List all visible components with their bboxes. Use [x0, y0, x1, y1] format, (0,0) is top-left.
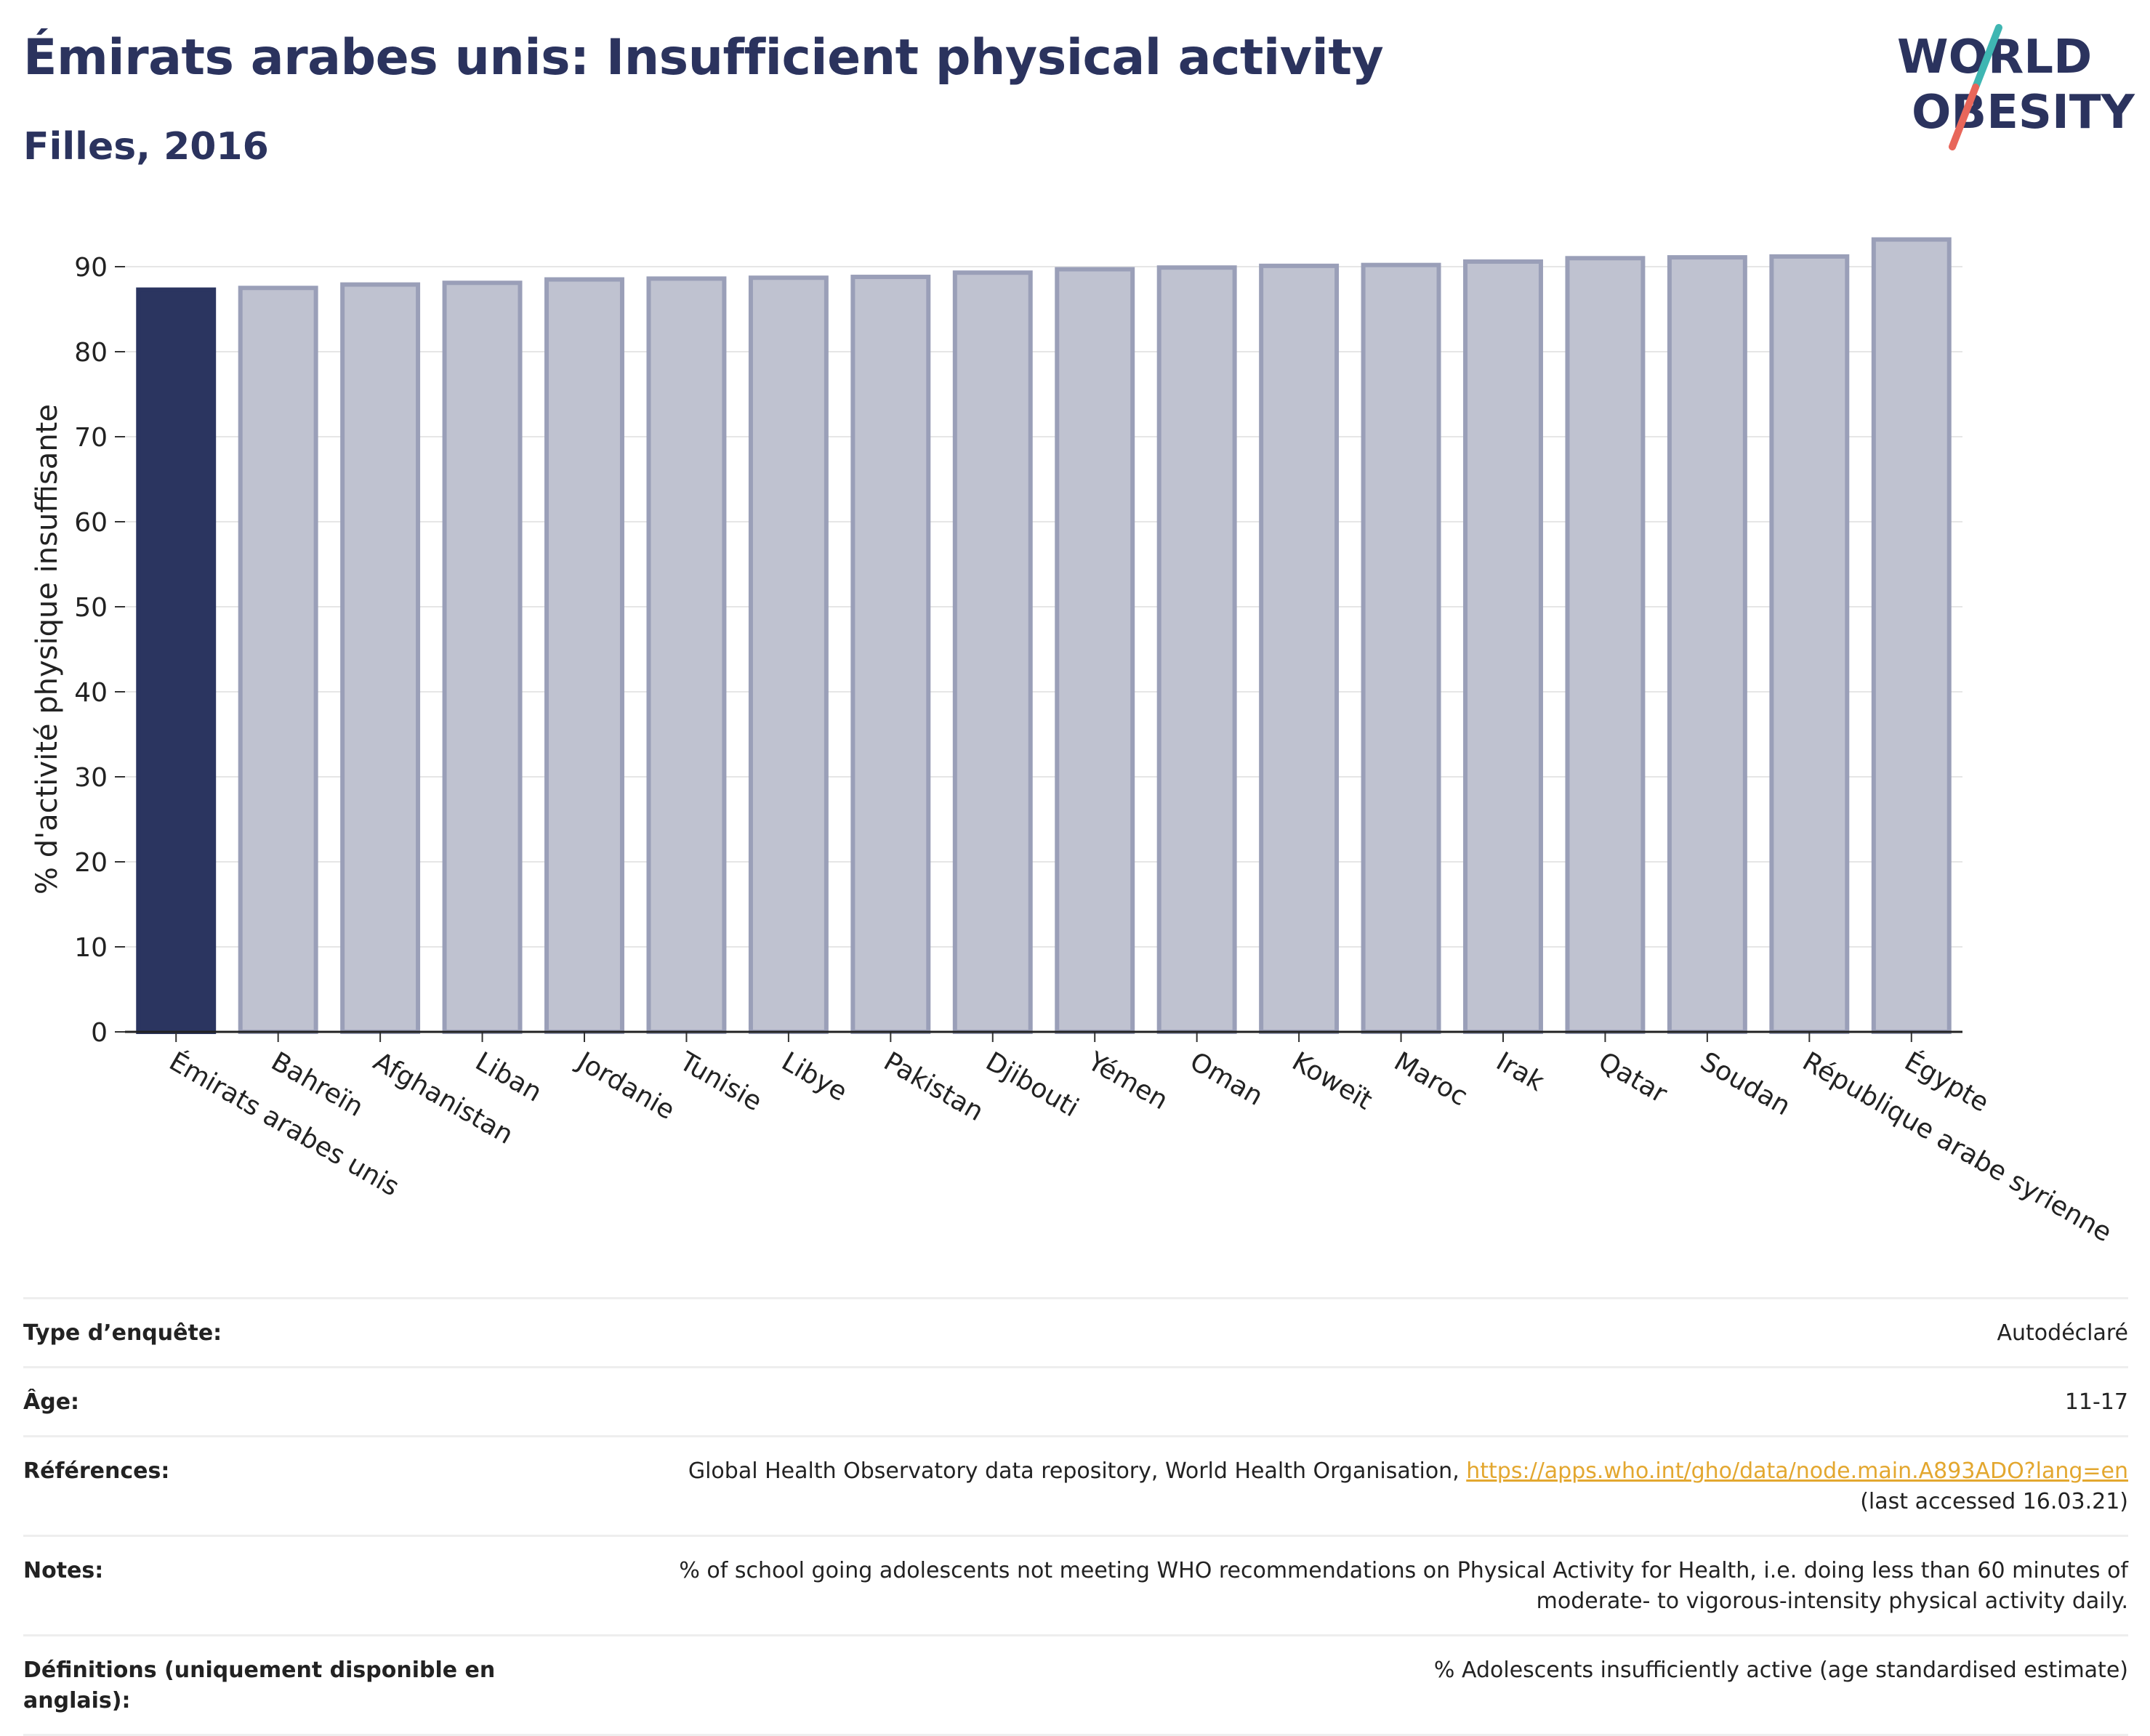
info-row-age: Âge: 11-17 — [23, 1366, 2128, 1435]
bar — [1259, 263, 1340, 1035]
info-row-survey-type: Type d’enquête: Autodéclaré — [23, 1297, 2128, 1366]
definitions-value: % Adolescents insufficiently active (age… — [1433, 1658, 2128, 1683]
bar — [1055, 267, 1135, 1034]
y-tick-label: 90 — [74, 253, 108, 283]
x-tick-label: Qatar — [1593, 1046, 1672, 1109]
definitions-label: Définitions (uniquement disponible en an… — [23, 1658, 496, 1713]
notes-value: % of school going adolescents not meetin… — [679, 1558, 2128, 1614]
bars — [136, 237, 1952, 1035]
age-value: 11-17 — [2064, 1389, 2128, 1415]
bar — [1156, 265, 1237, 1034]
bar — [952, 270, 1033, 1035]
bar — [1871, 237, 1952, 1034]
y-tick-label: 50 — [74, 593, 108, 623]
notes-label: Notes: — [23, 1558, 104, 1583]
world-obesity-logo: WORLD OBESITY — [1897, 24, 2135, 150]
survey-type-value: Autodéclaré — [1997, 1320, 2129, 1346]
x-tick-label: Oman — [1185, 1046, 1268, 1112]
x-tick-label: Liban — [470, 1046, 547, 1107]
bar — [1463, 259, 1543, 1035]
bar — [340, 282, 421, 1035]
bar — [850, 275, 931, 1034]
age-label: Âge: — [23, 1389, 80, 1415]
references-label: Références: — [23, 1458, 170, 1484]
bar — [646, 276, 727, 1034]
bar — [1565, 256, 1646, 1034]
x-tick-label: Irak — [1491, 1046, 1550, 1097]
chart-subtitle: Filles, 2016 — [23, 125, 269, 169]
info-row-definitions: Définitions (uniquement disponible en an… — [23, 1634, 2128, 1736]
bar — [544, 277, 624, 1034]
y-tick-label: 40 — [74, 678, 108, 708]
x-tick-label: Yémen — [1082, 1046, 1173, 1116]
chart-title: Émirats arabes unis: Insufficient physic… — [23, 29, 1384, 86]
x-tick-label: Maroc — [1389, 1046, 1473, 1112]
y-axis-ticks: 0 10 20 30 40 50 60 70 80 90 — [74, 253, 125, 1048]
y-tick-label: 60 — [74, 508, 108, 538]
x-tick-label: Soudan — [1695, 1046, 1795, 1121]
references-text: Global Health Observatory data repositor… — [688, 1458, 1467, 1484]
y-tick-label: 0 — [91, 1018, 108, 1048]
x-tick-label: Jordanie — [571, 1046, 680, 1126]
bar — [1769, 254, 1850, 1035]
references-accessed: (last accessed 16.03.21) — [1860, 1489, 2128, 1514]
bar — [1667, 255, 1747, 1034]
bar — [442, 280, 523, 1035]
bar — [238, 286, 318, 1034]
x-tick-label: Pakistan — [879, 1046, 989, 1127]
x-tick-label: Koweït — [1287, 1046, 1377, 1115]
bar-chart: 0 10 20 30 40 50 60 70 80 90 Émirats arabes unisB… — [31, 237, 2117, 1248]
references-link[interactable]: https://apps.who.int/gho/data/node.main.… — [1466, 1458, 2128, 1484]
x-tick-label: Djibouti — [981, 1046, 1083, 1123]
y-tick-label: 20 — [74, 848, 108, 878]
bar — [748, 275, 829, 1035]
info-row-notes: Notes: % of school going adolescents not… — [23, 1535, 2128, 1634]
info-table: Type d’enquête: Autodéclaré Âge: 11-17 R… — [23, 1297, 2128, 1736]
bar — [1361, 262, 1441, 1034]
logo-slash-coral — [1949, 84, 1979, 150]
bar — [136, 287, 217, 1034]
y-tick-label: 30 — [74, 763, 108, 793]
y-tick-label: 70 — [74, 423, 108, 453]
gridlines — [125, 266, 1962, 948]
info-row-references: Références: Global Health Observatory da… — [23, 1435, 2128, 1535]
logo-slash-teal — [1972, 24, 2002, 91]
y-axis-label: % d'activité physique insuffisante — [31, 404, 64, 895]
logo-word-obesity: OBESITY — [1912, 86, 2135, 140]
y-tick-label: 80 — [74, 338, 108, 368]
x-tick-label: Tunisie — [674, 1046, 767, 1118]
references-value: Global Health Observatory data repositor… — [565, 1456, 2128, 1517]
y-tick-label: 10 — [74, 933, 108, 963]
survey-type-label: Type d’enquête: — [23, 1320, 222, 1346]
x-tick-label: Libye — [776, 1046, 852, 1107]
